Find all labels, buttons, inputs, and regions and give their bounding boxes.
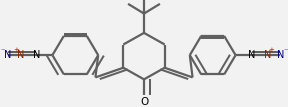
- Text: O: O: [140, 97, 148, 107]
- Text: N: N: [33, 50, 40, 60]
- Text: +: +: [268, 47, 274, 53]
- Text: N: N: [248, 50, 255, 60]
- Text: N: N: [264, 50, 271, 60]
- Text: ⁻: ⁻: [283, 47, 287, 56]
- Text: N: N: [4, 50, 11, 60]
- Text: +: +: [14, 47, 20, 53]
- Text: N: N: [277, 50, 284, 60]
- Text: N: N: [17, 50, 24, 60]
- Text: ⁻: ⁻: [1, 47, 5, 56]
